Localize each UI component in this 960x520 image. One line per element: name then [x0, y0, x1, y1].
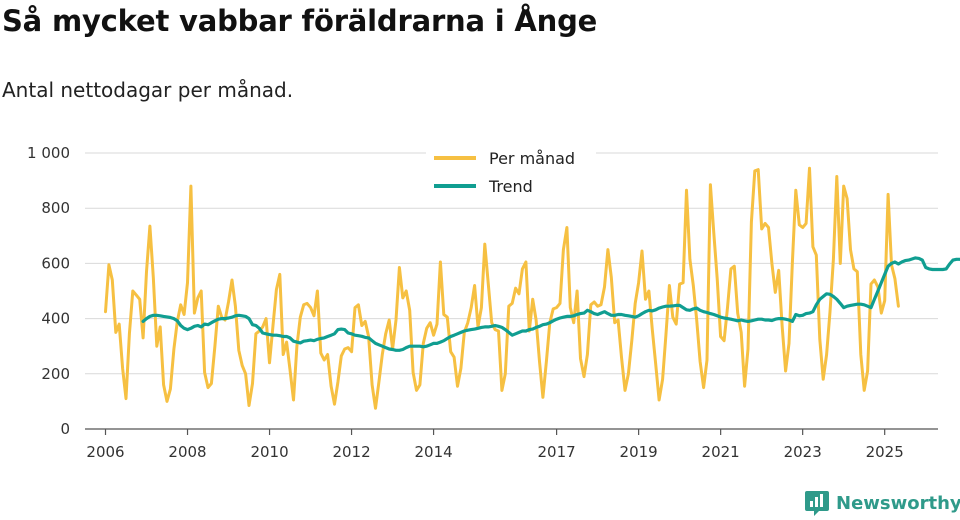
- brand-logo[interactable]: Newsworthy: [804, 489, 960, 517]
- x-tick-label: 2019: [620, 443, 658, 461]
- y-tick-label: 200: [41, 365, 70, 383]
- x-tick-label: 2025: [866, 443, 904, 461]
- x-tick-label: 2010: [250, 443, 288, 461]
- series-lines: [104, 166, 960, 410]
- x-tick-label: 2014: [414, 443, 452, 461]
- series-line-per-manad: [104, 166, 900, 410]
- y-tick-label: 400: [41, 310, 70, 328]
- legend-background: [426, 143, 596, 201]
- legend-label: Per månad: [489, 149, 575, 168]
- brand-name: Newsworthy: [836, 492, 960, 514]
- y-tick-label: 1 000: [27, 144, 70, 162]
- y-tick-label: 0: [60, 420, 70, 438]
- x-tick-label: 2017: [538, 443, 576, 461]
- x-axis: 2006 2008 2010 2012 2014 2017 2019 2021 2023 2025: [85, 428, 938, 461]
- x-tick-label: 2008: [168, 443, 206, 461]
- x-tick-label: 2021: [702, 443, 740, 461]
- chart-title: Så mycket vabbar föräldrarna i Ånge: [2, 4, 598, 38]
- x-tick-label: 2006: [86, 443, 124, 461]
- x-tick-label: 2012: [332, 443, 370, 461]
- y-tick-label: 600: [41, 254, 70, 272]
- y-tick-label: 800: [41, 199, 70, 217]
- series-line-trend: [141, 256, 960, 352]
- y-axis-ticks: 0 200 400 600 800 1 000: [27, 144, 70, 438]
- legend: Per månad Trend: [426, 143, 596, 201]
- chart-subtitle: Antal nettodagar per månad.: [2, 78, 294, 102]
- newsworthy-logo-icon: [805, 491, 829, 516]
- x-tick-label: 2023: [784, 443, 822, 461]
- legend-label: Trend: [488, 177, 533, 196]
